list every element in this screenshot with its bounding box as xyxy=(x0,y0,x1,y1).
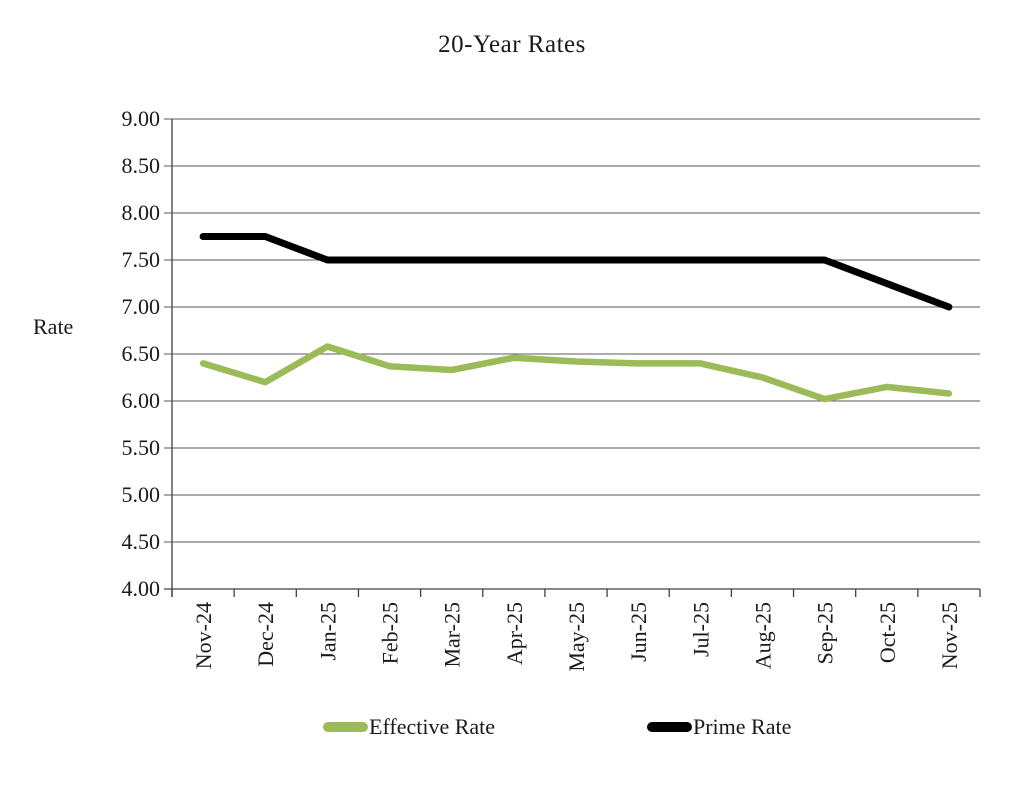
x-axis-tick-labels: Nov-24 Dec-24 Jan-25 Feb-25 Mar-25 Apr-25 May-… xyxy=(191,602,962,672)
chart-title: 20-Year Rates xyxy=(438,31,586,58)
x-tick-label: Sep-25 xyxy=(813,602,838,664)
x-tick-label: Aug-25 xyxy=(750,602,775,669)
gridlines xyxy=(164,118,980,590)
y-tick-label: 6.50 xyxy=(122,341,161,366)
prime-rate-swatch xyxy=(647,722,692,732)
x-tick-label: Apr-25 xyxy=(502,602,527,665)
y-tick-label: 4.50 xyxy=(122,529,161,554)
legend-item-prime-rate: Prime Rate xyxy=(647,714,792,739)
x-tick-label: Jul-25 xyxy=(688,602,713,657)
x-tick-label: Oct-25 xyxy=(875,602,900,663)
y-tick-label: 7.00 xyxy=(122,294,161,319)
y-axis-title: Rate xyxy=(33,314,74,339)
x-tick-label: Jun-25 xyxy=(626,602,651,662)
y-tick-label: 5.00 xyxy=(122,482,161,507)
x-tick-label: May-25 xyxy=(564,602,589,672)
x-tick-label: Nov-24 xyxy=(191,602,216,669)
series-line-effective-rate xyxy=(199,343,953,403)
series-lines xyxy=(199,233,953,403)
y-tick-label: 6.00 xyxy=(122,388,161,413)
y-tick-label: 9.00 xyxy=(122,106,161,131)
y-tick-label: 7.50 xyxy=(122,247,161,272)
x-tick-label: Nov-25 xyxy=(937,602,962,669)
y-tick-label: 4.00 xyxy=(122,576,161,601)
series-line-prime-rate xyxy=(199,233,953,311)
x-tick-label: Dec-24 xyxy=(253,602,278,667)
x-tick-label: Feb-25 xyxy=(378,602,403,664)
x-tick-label: Mar-25 xyxy=(440,602,465,668)
legend-item-effective-rate: Effective Rate xyxy=(323,714,496,739)
effective-rate-legend-label: Effective Rate xyxy=(369,714,496,739)
prime-rate-legend-label: Prime Rate xyxy=(693,714,792,739)
effective-rate-swatch xyxy=(323,722,368,732)
y-axis-tick-labels: 9.00 8.50 8.00 7.50 7.00 6.50 6.00 5.50 5.00 4.50… xyxy=(122,106,161,601)
y-tick-label: 5.50 xyxy=(122,435,161,460)
y-tick-label: 8.50 xyxy=(122,153,161,178)
y-tick-label: 8.00 xyxy=(122,200,161,225)
x-tick-label: Jan-25 xyxy=(315,602,340,661)
axes xyxy=(164,119,981,597)
